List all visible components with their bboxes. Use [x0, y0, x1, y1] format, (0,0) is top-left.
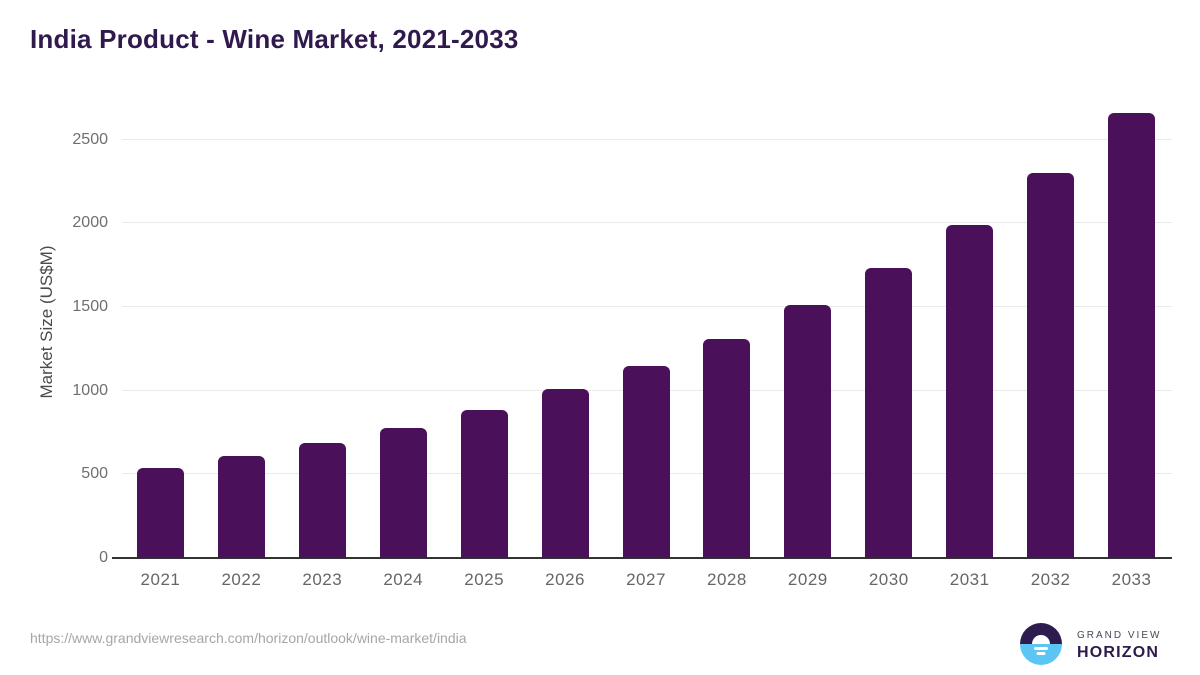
bar-2027[interactable]	[622, 365, 670, 558]
y-tick-label-0: 0	[99, 549, 108, 566]
x-tick-label-2026: 2026	[545, 570, 585, 589]
sun-reflection-line	[1036, 652, 1046, 655]
y-axis-title: Market Size (US$M)	[37, 245, 56, 399]
x-tick-label-2028: 2028	[707, 570, 747, 589]
y-tick-label-500: 500	[81, 465, 108, 483]
gridline	[122, 138, 1172, 140]
gridline	[122, 305, 1172, 307]
x-axis-line	[112, 557, 1172, 559]
bar-2029[interactable]	[784, 305, 832, 558]
bar-2030[interactable]	[865, 268, 913, 558]
bar-2022[interactable]	[217, 455, 265, 558]
x-tick-label-2021: 2021	[140, 570, 181, 589]
chart-title: India Product - Wine Market, 2021-2033	[30, 24, 519, 54]
y-tick-label-1000: 1000	[72, 381, 108, 399]
grand-view-horizon-logo: GRAND VIEW HORIZON	[1020, 623, 1180, 667]
x-tick-label-2031: 2031	[949, 570, 990, 589]
bar-2023[interactable]	[298, 442, 346, 558]
x-tick-label-2030: 2030	[868, 570, 909, 589]
bar-2028[interactable]	[703, 338, 751, 558]
logo-text: GRAND VIEW HORIZON	[1077, 630, 1161, 662]
gridline	[122, 222, 1172, 224]
bar-2021[interactable]	[136, 467, 184, 558]
bar-2032[interactable]	[1027, 173, 1075, 558]
bar-2033[interactable]	[1108, 112, 1156, 558]
y-tick-label-2000: 2000	[72, 214, 108, 232]
bar-2031[interactable]	[946, 224, 994, 558]
x-tick-label-2023: 2023	[302, 570, 343, 589]
x-tick-label-2025: 2025	[464, 570, 505, 589]
logo-grand-view-label: GRAND VIEW	[1077, 630, 1162, 641]
x-tick-label-2032: 2032	[1030, 570, 1071, 589]
plot-area	[112, 100, 1172, 559]
logo-horizon-label: HORIZON	[1077, 644, 1160, 661]
x-tick-label-2029: 2029	[787, 570, 828, 589]
x-tick-label-2022: 2022	[221, 570, 262, 589]
sun-reflection-line	[1034, 647, 1048, 650]
source-url: https://www.grandviewresearch.com/horizo…	[30, 630, 467, 646]
bar-2024[interactable]	[379, 427, 427, 558]
bar-2025[interactable]	[460, 409, 508, 558]
x-tick-label-2027: 2027	[626, 570, 666, 589]
y-tick-label-1500: 1500	[72, 297, 108, 315]
bar-2026[interactable]	[541, 388, 589, 558]
sun-icon	[1032, 635, 1050, 644]
x-tick-label-2033: 2033	[1111, 570, 1152, 589]
sunrise-horizon-icon	[1020, 623, 1062, 665]
y-tick-label-2500: 2500	[72, 130, 108, 148]
x-tick-label-2024: 2024	[383, 570, 424, 589]
